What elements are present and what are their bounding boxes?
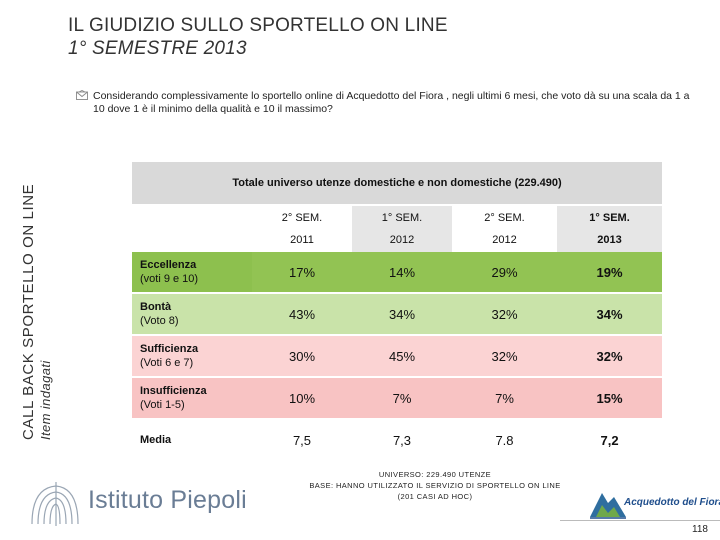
- table-row: Bontà (Voto 8) 43% 34% 32% 34%: [132, 293, 663, 336]
- page-divider: [560, 520, 720, 521]
- question-text: Considerando complessivamente lo sportel…: [93, 90, 690, 115]
- piepoli-logo-text: Istituto Piepoli: [88, 486, 247, 514]
- column-header: 2° SEM. 2012: [452, 205, 557, 252]
- table-cell: 34%: [557, 293, 663, 336]
- column-header: 1° SEM. 2012: [352, 205, 452, 252]
- footnote-line-2: BASE: HANNO UTILIZZATO IL SERVIZIO DI SP…: [309, 481, 561, 490]
- column-header-year: 2011: [290, 234, 314, 246]
- row-label: Bontà (Voto 8): [132, 293, 252, 336]
- table-cell: 7%: [352, 377, 452, 420]
- question-block: Considerando complessivamente lo sportel…: [76, 90, 691, 116]
- mountain-logo-icon: [590, 493, 626, 519]
- column-header-period: 2° SEM.: [484, 212, 525, 224]
- page-title: IL GIUDIZIO SULLO SPORTELLO ON LINE 1° S…: [68, 14, 448, 60]
- table-cell: 30%: [252, 335, 352, 378]
- column-header-period: 1° SEM.: [381, 212, 423, 224]
- side-label: CALL BACK SPORTELLO ON LINE Item indagat…: [8, 110, 70, 440]
- table-cell: 19%: [557, 252, 663, 294]
- envelope-icon: [76, 90, 88, 100]
- column-header-year: 2013: [597, 234, 622, 246]
- row-label-title: Media: [140, 434, 172, 446]
- row-label-title: Eccellenza: [140, 259, 197, 271]
- column-header-year: 2012: [389, 234, 415, 246]
- table-cell: 10%: [252, 377, 352, 420]
- table-row: Eccellenza (voti 9 e 10) 17% 14% 29% 19%: [132, 252, 663, 294]
- footnote-line-3: (201 CASI AD HOC): [397, 492, 473, 501]
- title-line-2: 1° SEMESTRE 2013: [68, 38, 247, 59]
- table-cell: 43%: [252, 293, 352, 336]
- footnote-line-1: UNIVERSO: 229.490 UTENZE: [378, 470, 492, 479]
- table-cell: 34%: [352, 293, 452, 336]
- table-cell: 32%: [452, 335, 557, 378]
- acquedotto-logo: Acquedotto del Fiora: [588, 487, 720, 523]
- row-label-sub: (voti 9 e 10): [140, 273, 199, 285]
- header-empty-cell: [132, 205, 252, 252]
- column-header-period: 1° SEM.: [589, 212, 630, 224]
- row-label: Insufficienza (Voti 1-5): [132, 377, 252, 420]
- footnote: UNIVERSO: 229.490 UTENZE BASE: HANNO UTI…: [280, 469, 590, 502]
- row-label-title: Sufficienza: [140, 343, 199, 355]
- row-label-sub: (Voti 6 e 7): [140, 357, 194, 369]
- table-row: Sufficienza (Voti 6 e 7) 30% 45% 32% 32%: [132, 335, 663, 378]
- column-header: 1° SEM. 2013: [557, 205, 663, 252]
- row-label: Sufficienza (Voti 6 e 7): [132, 335, 252, 378]
- table-cell: 29%: [452, 252, 557, 294]
- column-header-year: 2012: [492, 234, 517, 246]
- table-cell: 15%: [557, 377, 663, 420]
- table-cell: 32%: [452, 293, 557, 336]
- table-cell: 45%: [352, 335, 452, 378]
- column-header: 2° SEM. 2011: [252, 205, 352, 252]
- row-label-sub: (Voti 1-5): [140, 399, 185, 411]
- table-cell: 7.8: [452, 419, 557, 460]
- results-table: Totale universo utenze domestiche e non …: [132, 162, 663, 460]
- row-label: Media: [132, 419, 252, 460]
- page-number: 118: [692, 524, 708, 535]
- table-row: Media 7,5 7,3 7.8 7,2: [132, 419, 663, 460]
- row-label-sub: (Voto 8): [140, 315, 179, 327]
- table-cell: 7,5: [252, 419, 352, 460]
- table-cell: 7,3: [352, 419, 452, 460]
- table-row: Insufficienza (Voti 1-5) 10% 7% 7% 15%: [132, 377, 663, 420]
- table-cell: 14%: [352, 252, 452, 294]
- table-cell: 32%: [557, 335, 663, 378]
- istituto-piepoli-logo: Istituto Piepoli: [28, 478, 268, 528]
- side-label-line-1: CALL BACK SPORTELLO ON LINE: [20, 183, 37, 440]
- row-label-title: Insufficienza: [140, 385, 207, 397]
- side-label-line-2: Item indagati: [38, 360, 53, 440]
- title-line-1: IL GIUDIZIO SULLO SPORTELLO ON LINE: [68, 15, 448, 36]
- table-cell: 17%: [252, 252, 352, 294]
- column-header-period: 2° SEM.: [281, 212, 323, 224]
- row-label-title: Bontà: [140, 301, 172, 313]
- row-label: Eccellenza (voti 9 e 10): [132, 252, 252, 294]
- table-title: Totale universo utenze domestiche e non …: [132, 162, 663, 206]
- acquedotto-logo-text: Acquedotto del Fiora: [624, 497, 720, 508]
- piepoli-logo-icon: [31, 482, 79, 526]
- table-cell: 7,2: [557, 419, 663, 460]
- table-cell: 7%: [452, 377, 557, 420]
